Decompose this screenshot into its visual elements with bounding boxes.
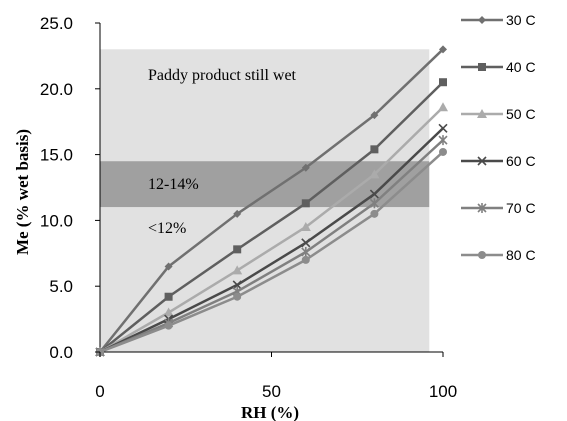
y-tick-label: 10.0	[40, 211, 73, 230]
series-line	[99, 127, 444, 354]
data-point	[164, 262, 173, 271]
data-point	[438, 123, 448, 133]
x-tick-label: 0	[95, 382, 104, 401]
data-point	[369, 169, 380, 179]
legend: 30 C 40 C 50 C 60 C 70 C 80 C	[461, 12, 536, 263]
zone-label: Paddy product still wet	[148, 67, 297, 84]
zone-label: 12-14%	[148, 176, 199, 193]
data-point	[301, 246, 311, 257]
legend-label: 50 C	[506, 106, 536, 122]
legend-marker	[478, 251, 486, 259]
series-group	[95, 102, 448, 356]
series-line	[99, 151, 444, 354]
x-axis-title: RH (%)	[241, 403, 299, 421]
data-point	[370, 111, 379, 120]
legend-label: 60 C	[506, 153, 536, 169]
data-point	[369, 198, 379, 209]
y-tick-label: 5.0	[49, 277, 73, 296]
series-line	[99, 48, 444, 353]
data-point	[439, 45, 447, 54]
data-point	[370, 209, 379, 218]
data-point	[232, 280, 242, 290]
legend-item: 50 C	[461, 106, 536, 122]
data-point	[438, 102, 448, 112]
data-point	[439, 147, 447, 156]
x-tick-label: 50	[262, 382, 281, 401]
legend-marker	[477, 109, 487, 118]
y-axis-title: Me (% wet basis)	[13, 129, 32, 255]
series-line	[99, 139, 444, 354]
data-point	[438, 135, 448, 146]
legend-marker	[478, 63, 486, 71]
legend-marker	[477, 203, 487, 213]
legend-item: 80 C	[461, 247, 536, 263]
zone-labels: Paddy product still wet 12-14% <12%	[148, 67, 297, 237]
series-line	[99, 106, 444, 354]
data-point	[301, 238, 311, 248]
series-group	[95, 135, 448, 357]
legend-marker	[478, 16, 486, 24]
legend-item: 70 C	[461, 200, 536, 216]
legend-item: 60 C	[461, 153, 536, 169]
y-tick-label: 25.0	[40, 14, 73, 33]
y-tick-label: 0.0	[49, 343, 73, 362]
data-point	[164, 321, 173, 330]
data-point	[164, 292, 173, 301]
legend-item: 30 C	[461, 12, 536, 28]
data-point	[301, 163, 310, 172]
data-point	[370, 145, 379, 154]
data-point	[233, 292, 242, 301]
series-line	[99, 81, 444, 353]
data-point	[300, 221, 311, 231]
legend-item: 40 C	[461, 59, 536, 75]
data-point	[369, 189, 379, 199]
zone-label: <12%	[148, 220, 186, 237]
data-point	[163, 307, 174, 317]
legend-label: 40 C	[506, 59, 536, 75]
data-point	[233, 209, 242, 218]
legend-label: 30 C	[506, 12, 536, 28]
zone-band	[100, 49, 430, 162]
data-point	[233, 245, 242, 254]
ticks: 0.0 5.0 10.0 15.0 20.0 25.0 0 50 100	[40, 14, 457, 401]
data-point	[232, 265, 243, 275]
legend-label: 70 C	[506, 200, 536, 216]
data-point	[439, 78, 447, 87]
data-point	[301, 199, 310, 208]
zones	[100, 49, 430, 352]
x-tick-label: 100	[429, 382, 457, 401]
data-point	[301, 255, 310, 264]
series	[95, 45, 448, 357]
legend-marker	[477, 156, 487, 166]
legend-label: 80 C	[506, 247, 536, 263]
y-tick-label: 20.0	[40, 80, 73, 99]
y-tick-label: 15.0	[40, 146, 73, 165]
